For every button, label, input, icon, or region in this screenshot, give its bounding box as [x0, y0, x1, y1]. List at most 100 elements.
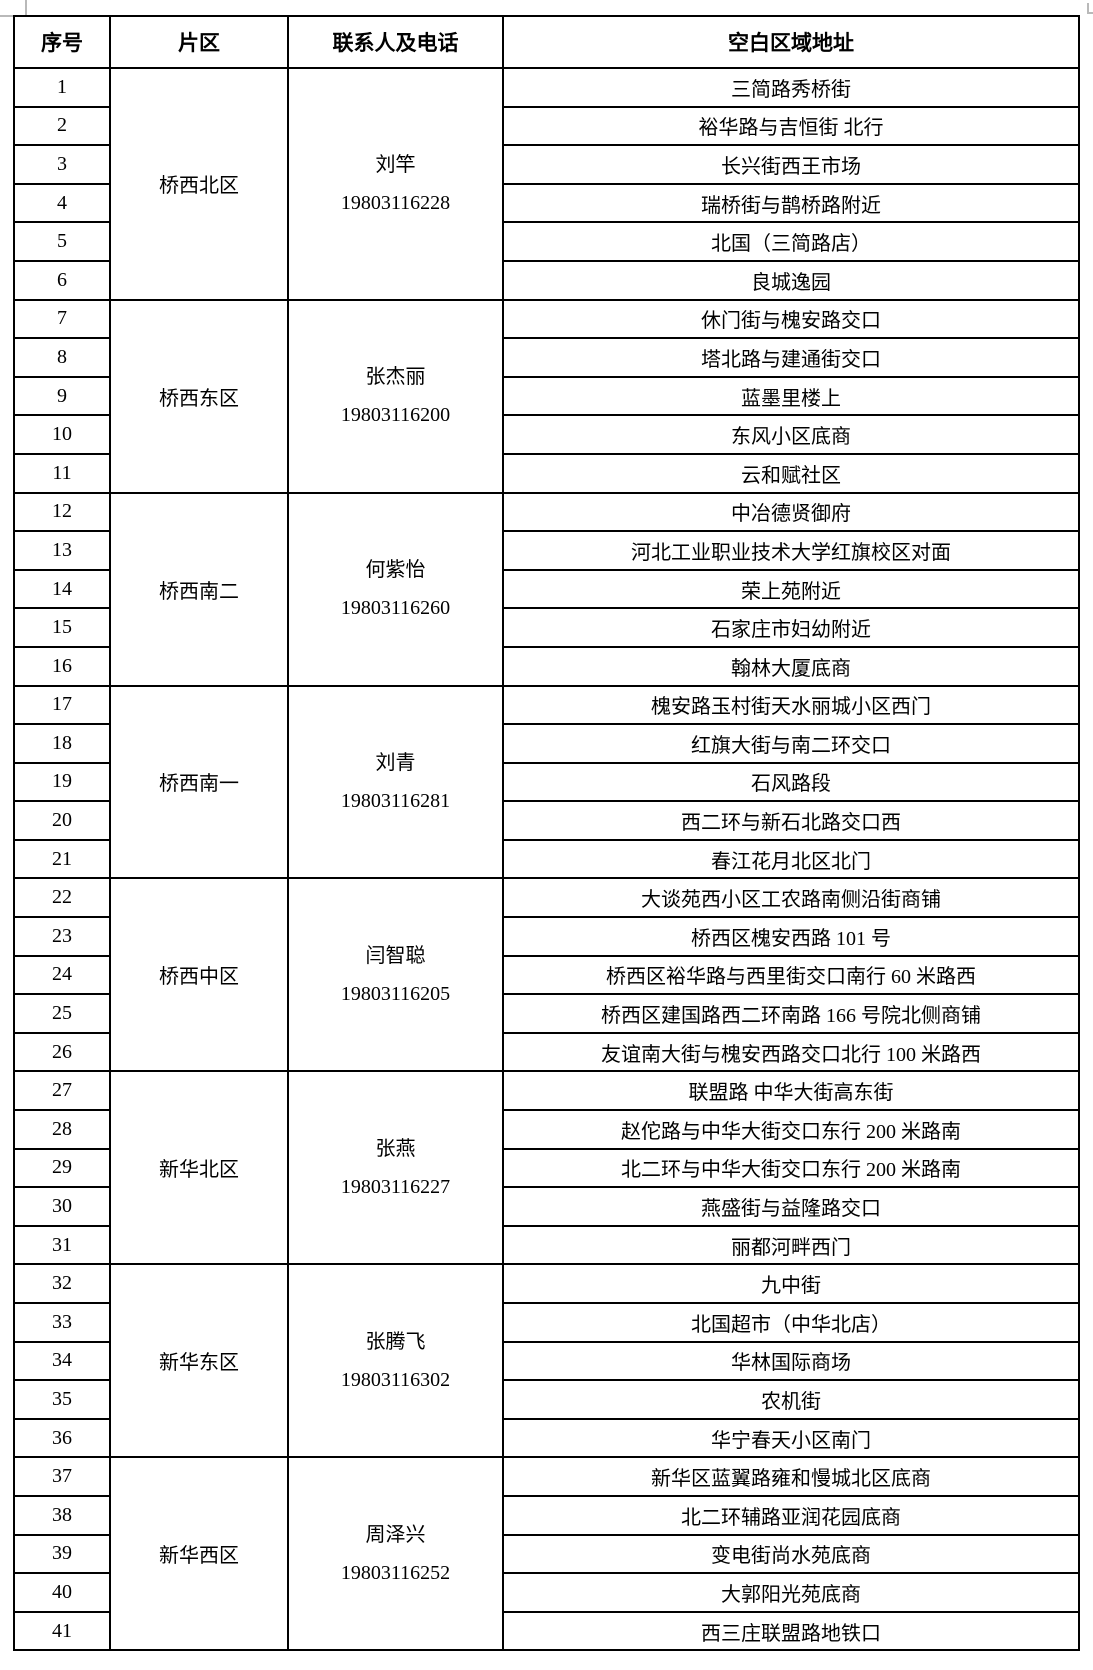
- address-cell: 桥西区裕华路与西里街交口南行 60 米路西: [502, 954, 1080, 996]
- row-number-cell: 41: [13, 1610, 111, 1652]
- contact-cell: 张燕 19803116227: [287, 1070, 504, 1266]
- table-row: 21 春江花月北区北门: [13, 838, 1080, 880]
- table-row: 19 石风路段: [13, 761, 1080, 803]
- row-number-cell: 39: [13, 1533, 111, 1575]
- row-number-cell: 7: [13, 298, 111, 340]
- row-number-cell: 16: [13, 645, 111, 687]
- contact-cell: 何紫怡 19803116260: [287, 491, 504, 687]
- address-cell: 农机街: [502, 1379, 1080, 1420]
- row-number-cell: 30: [13, 1186, 111, 1227]
- table-row: 36 华宁春天小区南门: [13, 1417, 1080, 1459]
- district-cell: 新华东区: [109, 1263, 289, 1459]
- contact-cell: 闫智聪 19803116205: [287, 877, 504, 1073]
- table-row: 23 桥西区槐安西路 101 号: [13, 916, 1080, 957]
- address-cell: 中冶德贤御府: [502, 491, 1080, 533]
- row-number-cell: 15: [13, 607, 111, 648]
- address-cell: 北二环与中华大街交口东行 200 米路南: [502, 1147, 1080, 1189]
- table-row: 27 新华北区 张燕 19803116227 联盟路 中华大街高东街: [13, 1070, 1080, 1266]
- column-header-0: 序号: [13, 15, 111, 69]
- address-cell: 华宁春天小区南门: [502, 1417, 1080, 1459]
- spreadsheet-gridline-artifact: [25, 0, 27, 15]
- address-cell: 北二环辅路亚润花园底商: [502, 1494, 1080, 1536]
- row-number-cell: 35: [13, 1379, 111, 1420]
- address-cell: 蓝墨里楼上: [502, 375, 1080, 417]
- column-header-2: 联系人及电话: [287, 15, 504, 69]
- table-row: 37 新华西区 周泽兴 19803116252 新华区蓝翼路雍和慢城北区底商: [13, 1456, 1080, 1652]
- table-row: 16 翰林大厦底商: [13, 645, 1080, 687]
- contact-phone: 19803116228: [340, 191, 451, 214]
- row-number-cell: 40: [13, 1572, 111, 1613]
- contact-cell: 刘青 19803116281: [287, 684, 504, 880]
- district-cell: 新华西区: [109, 1456, 289, 1652]
- row-number-cell: 21: [13, 838, 111, 880]
- contact-name: 张杰丽: [365, 366, 426, 389]
- row-number-cell: 10: [13, 414, 111, 455]
- address-cell: 红旗大街与南二环交口: [502, 723, 1080, 764]
- district-cell: 桥西南一: [109, 684, 289, 880]
- contact-phone: 19803116200: [340, 404, 451, 427]
- address-cell: 槐安路玉村街天水丽城小区西门: [502, 684, 1080, 726]
- row-number-cell: 2: [13, 105, 111, 147]
- table-row: 40 大郭阳光苑底商: [13, 1572, 1080, 1613]
- table-row: 11 云和赋社区: [13, 452, 1080, 494]
- table-row: 12 桥西南二 何紫怡 19803116260 中冶德贤御府: [13, 491, 1080, 687]
- contact-name: 周泽兴: [365, 1523, 426, 1546]
- row-number-cell: 20: [13, 800, 111, 841]
- address-cell: 变电街尚水苑底商: [502, 1533, 1080, 1575]
- table-row: 41 西三庄联盟路地铁口: [13, 1610, 1080, 1652]
- table-row: 1 桥西北区 刘竿 19803116228 三简路秀桥街: [13, 67, 1080, 301]
- contact-name: 刘青: [375, 751, 416, 774]
- row-number-cell: 11: [13, 452, 111, 494]
- address-cell: 九中街: [502, 1263, 1080, 1304]
- address-cell: 北国（三简路店）: [502, 221, 1080, 262]
- contact-name: 何紫怡: [365, 559, 426, 582]
- table-row: 26 友谊南大街与槐安西路交口北行 100 米路西: [13, 1031, 1080, 1073]
- address-cell: 河北工业职业技术大学红旗校区对面: [502, 530, 1080, 571]
- address-cell: 华林国际商场: [502, 1340, 1080, 1382]
- row-number-cell: 14: [13, 568, 111, 610]
- address-cell: 荣上苑附近: [502, 568, 1080, 610]
- row-number-cell: 13: [13, 530, 111, 571]
- address-cell: 桥西区槐安西路 101 号: [502, 916, 1080, 957]
- row-number-cell: 27: [13, 1070, 111, 1112]
- contact-cell: 张腾飞 19803116302: [287, 1263, 504, 1459]
- row-number-cell: 8: [13, 337, 111, 378]
- contact-phone: 19803116205: [340, 982, 451, 1005]
- table-row: 24 桥西区裕华路与西里街交口南行 60 米路西: [13, 954, 1080, 996]
- contact-name: 刘竿: [375, 153, 416, 176]
- table-row: 33 北国超市（中华北店）: [13, 1302, 1080, 1343]
- address-cell: 三简路秀桥街: [502, 67, 1080, 108]
- row-number-cell: 17: [13, 684, 111, 726]
- table-row: 13 河北工业职业技术大学红旗校区对面: [13, 530, 1080, 571]
- table-row: 7 桥西东区 张杰丽 19803116200 休门街与槐安路交口: [13, 298, 1080, 494]
- table-header: 序号 片区 联系人及电话 空白区域地址: [13, 15, 1080, 69]
- row-number-cell: 4: [13, 182, 111, 224]
- district-cell: 桥西南二: [109, 491, 289, 687]
- row-number-cell: 26: [13, 1031, 111, 1073]
- table-row: 8 塔北路与建通街交口: [13, 337, 1080, 378]
- table-row: 31 丽都河畔西门: [13, 1224, 1080, 1266]
- table-row: 14 荣上苑附近: [13, 568, 1080, 610]
- row-number-cell: 6: [13, 259, 111, 301]
- contact-name: 张腾飞: [365, 1330, 426, 1353]
- row-number-cell: 31: [13, 1224, 111, 1266]
- address-cell: 燕盛街与益隆路交口: [502, 1186, 1080, 1227]
- contact-name: 闫智聪: [365, 944, 426, 967]
- table-row: 25 桥西区建国路西二环南路 166 号院北侧商铺: [13, 993, 1080, 1034]
- table-row: 39 变电街尚水苑底商: [13, 1533, 1080, 1575]
- table-row: 6 良城逸园: [13, 259, 1080, 301]
- row-number-cell: 23: [13, 916, 111, 957]
- table-row: 5 北国（三简路店）: [13, 221, 1080, 262]
- blank-area-address-table: 序号 片区 联系人及电话 空白区域地址 1 桥西北区 刘竿 19803116228 三简路秀桥…: [13, 15, 1080, 1652]
- address-cell: 翰林大厦底商: [502, 645, 1080, 687]
- row-number-cell: 22: [13, 877, 111, 919]
- district-cell: 桥西中区: [109, 877, 289, 1073]
- row-number-cell: 32: [13, 1263, 111, 1304]
- row-number-cell: 18: [13, 723, 111, 764]
- address-cell: 联盟路 中华大街高东街: [502, 1070, 1080, 1112]
- address-cell: 瑞桥街与鹊桥路附近: [502, 182, 1080, 224]
- address-cell: 大谈苑西小区工农路南侧沿街商铺: [502, 877, 1080, 919]
- district-cell: 桥西北区: [109, 67, 289, 301]
- row-number-cell: 24: [13, 954, 111, 996]
